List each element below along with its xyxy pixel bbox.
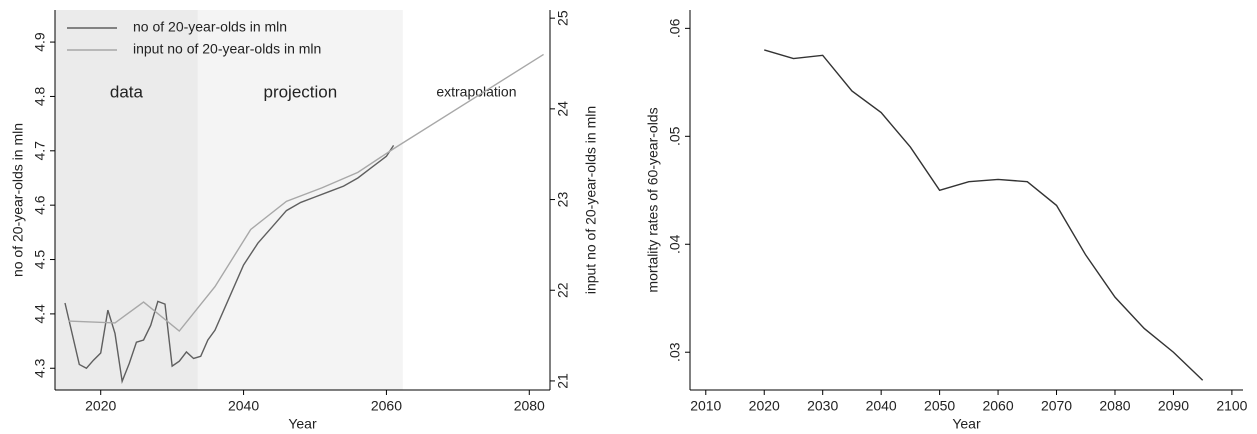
x-tick-label: 2080 — [1099, 398, 1130, 414]
x-tick-label: 2060 — [982, 398, 1013, 414]
x-tick-label: 2040 — [866, 398, 897, 414]
y-tick-label: .05 — [667, 126, 683, 146]
region-label: projection — [263, 82, 337, 101]
y2-tick-label: 24 — [555, 101, 571, 117]
region-label: extrapolation — [436, 84, 516, 100]
x-tick-label: 2080 — [514, 398, 545, 414]
region — [402, 10, 550, 390]
y-tick-label: .03 — [667, 342, 683, 362]
region — [197, 10, 403, 390]
y2-tick-label: 22 — [555, 282, 571, 298]
x-axis-label: Year — [952, 416, 981, 432]
x-tick-label: 2050 — [924, 398, 955, 414]
y-tick-label: 4.3 — [32, 358, 48, 378]
y-tick-label: 4.9 — [32, 32, 48, 52]
y-tick-label: 4.4 — [32, 304, 48, 324]
series-line — [764, 49, 1204, 381]
y-tick-label: 4.8 — [32, 86, 48, 106]
x-tick-label: 2060 — [371, 398, 402, 414]
y2-axis-label: input no of 20-year-olds in mln — [583, 106, 599, 294]
x-tick-label: 2090 — [1158, 398, 1189, 414]
y-tick-label: 4.6 — [32, 195, 48, 215]
y-tick-label: .06 — [667, 18, 683, 38]
y2-tick-label: 21 — [555, 373, 571, 389]
x-tick-label: 2070 — [1041, 398, 1072, 414]
y-axis-label: no of 20-year-olds in mln — [10, 123, 26, 277]
y-tick-label: 4.7 — [32, 141, 48, 161]
y-axis-label: mortality rates of 60-year-olds — [645, 107, 661, 292]
x-tick-label: 2010 — [690, 398, 721, 414]
region — [55, 10, 198, 390]
y-tick-label: 4.5 — [32, 250, 48, 270]
x-tick-label: 2020 — [749, 398, 780, 414]
x-tick-label: 2100 — [1216, 398, 1247, 414]
x-tick-label: 2020 — [85, 398, 116, 414]
y2-tick-label: 25 — [555, 10, 571, 26]
y-tick-label: .04 — [667, 234, 683, 254]
x-axis-label: Year — [288, 416, 317, 432]
series-line — [68, 53, 544, 333]
y2-tick-label: 23 — [555, 192, 571, 208]
region-label: data — [110, 82, 144, 101]
series-line — [64, 144, 395, 384]
legend-label: input no of 20-year-olds in mln — [133, 41, 321, 57]
x-tick-label: 2040 — [228, 398, 259, 414]
x-tick-label: 2030 — [807, 398, 838, 414]
legend-label: no of 20-year-olds in mln — [133, 19, 287, 35]
